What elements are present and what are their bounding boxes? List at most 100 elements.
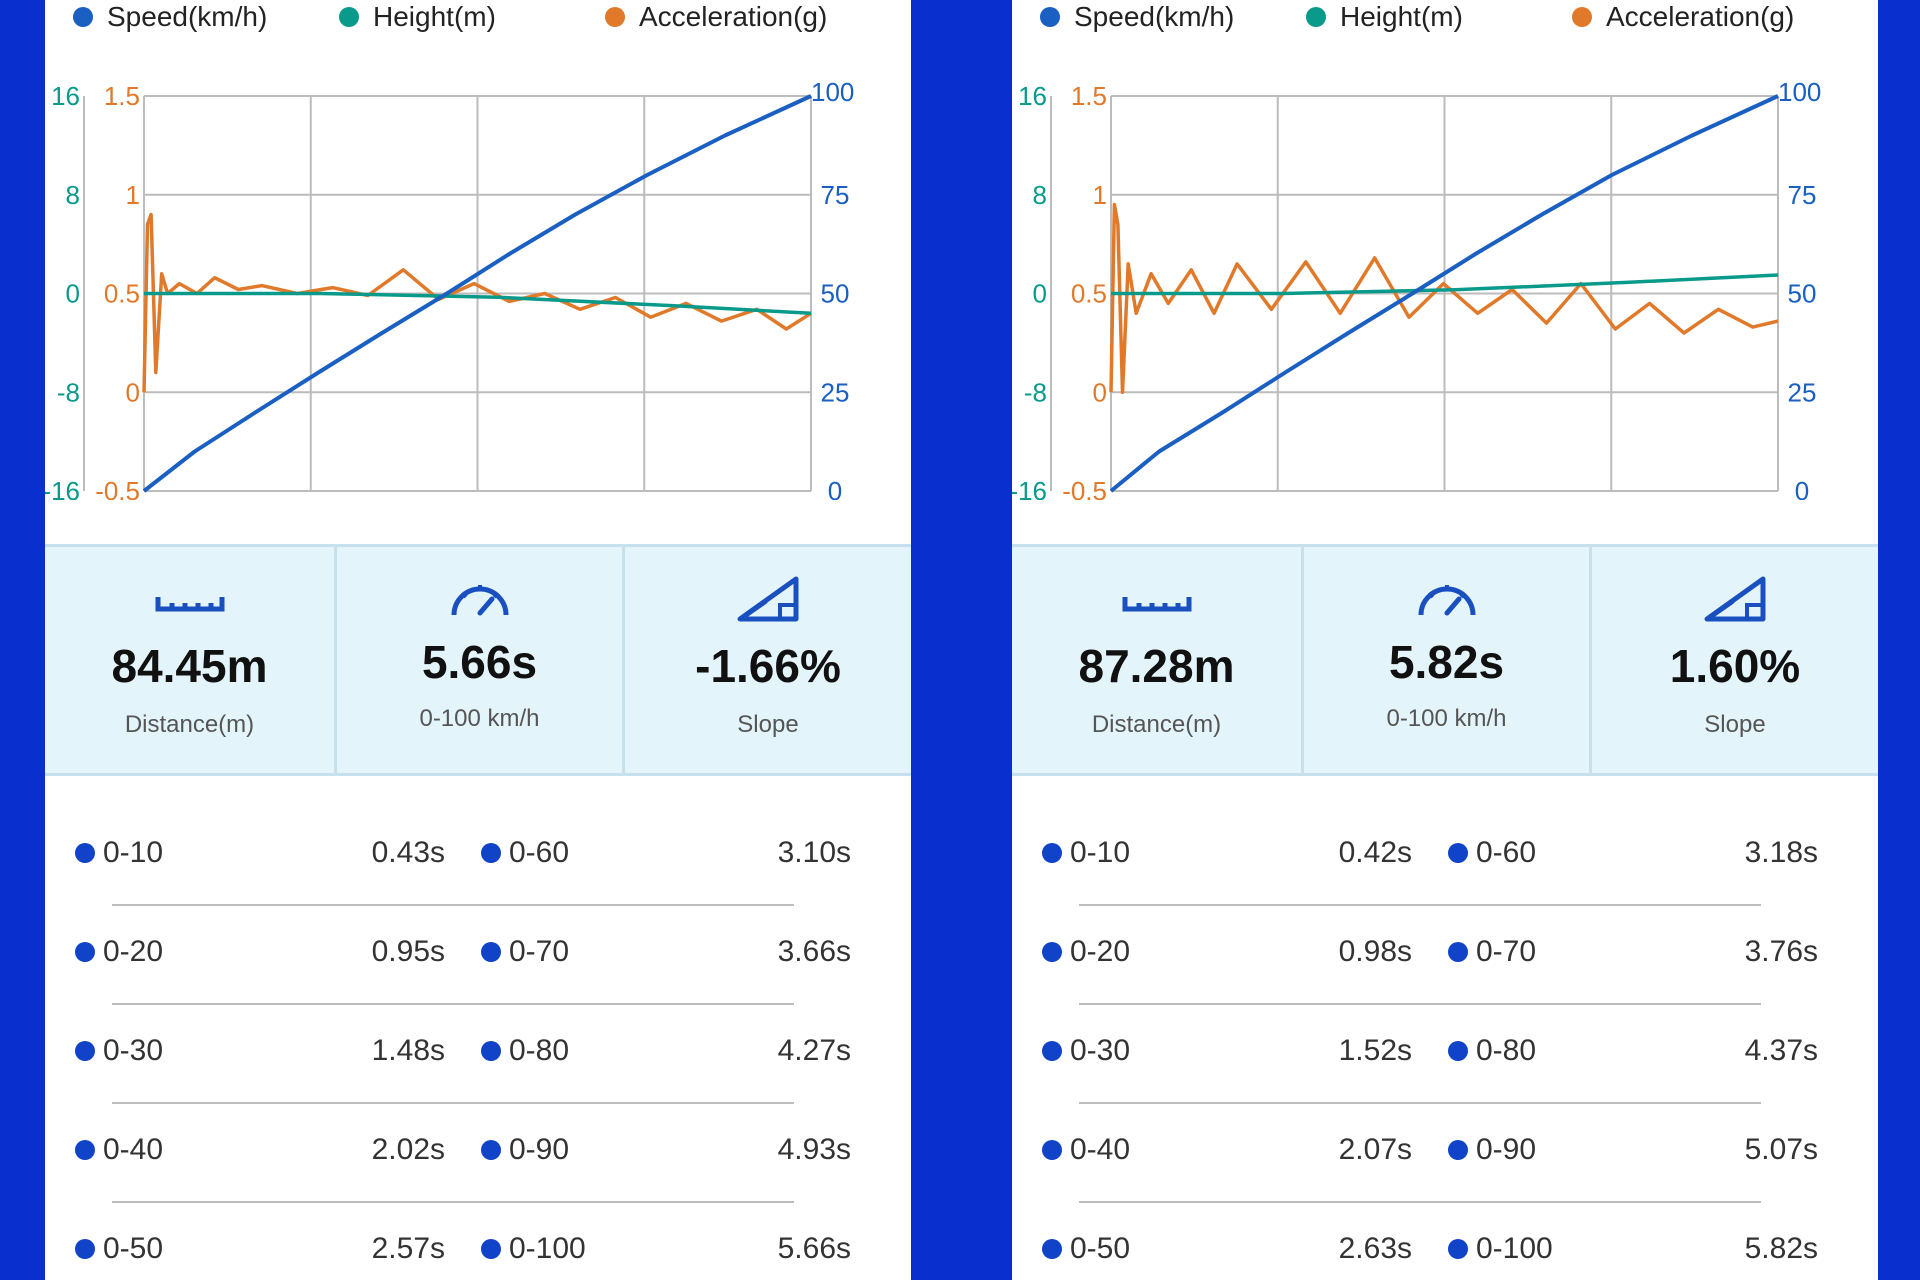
stats-bar: 87.28m Distance(m) 5.82s 0-100 km/h 1.60% Slo… [1012, 544, 1878, 776]
split-range-label: 0-80 [1476, 1034, 1537, 1067]
bullet-dot-icon [75, 1140, 95, 1160]
split-time: 5.82s [1744, 1232, 1818, 1265]
stat-distance-value: 84.45m [111, 640, 268, 692]
split-time: 3.66s [777, 935, 851, 968]
split-range: 0-70 [1448, 935, 1536, 969]
speed-tick-label: 75 [1788, 180, 1817, 210]
stat-time-label: 0-100 km/h [1386, 705, 1507, 732]
split-time: 0.42s [1338, 836, 1412, 869]
speed-tick-label: 25 [1788, 377, 1817, 407]
acceleration-tick-label: 1.5 [104, 81, 140, 111]
split-time: 0.95s [371, 935, 445, 968]
split-range: 0-100 [481, 1232, 586, 1266]
split-row: 0-40 2.02s 0-90 4.93s [45, 1097, 911, 1203]
speed-tick-label: 100 [1778, 77, 1821, 107]
split-range: 0-50 [75, 1232, 163, 1266]
bullet-dot-icon [1042, 1239, 1062, 1259]
split-range-label: 0-30 [103, 1034, 164, 1067]
acceleration-tick-label: 0.5 [104, 279, 140, 309]
stats-divider [334, 547, 337, 773]
height-series-line [144, 291, 812, 316]
stat-slope: 1.60% Slope [1592, 547, 1878, 773]
split-time: 3.76s [1744, 935, 1818, 968]
stat-distance-label: Distance(m) [1091, 711, 1222, 738]
row-divider [1079, 904, 1761, 906]
legend-speed-label: Speed(km/h) [1074, 1, 1235, 32]
height-tick-label: 0 [66, 279, 80, 309]
bullet-dot-icon [75, 1239, 95, 1259]
speed-tick-label: 50 [821, 279, 850, 309]
height-tick-label: -8 [57, 377, 80, 407]
stat-time: 5.82s 0-100 km/h [1304, 547, 1589, 773]
stat-slope-label: Slope [737, 711, 799, 738]
row-divider [1079, 1003, 1761, 1005]
speed-series-line [142, 94, 812, 493]
height-tick-label: 16 [51, 81, 80, 111]
legend-speed-label: Speed(km/h) [107, 1, 268, 32]
split-range-label: 0-90 [1476, 1133, 1537, 1166]
bullet-dot-icon [1448, 843, 1468, 863]
stats-divider [1301, 547, 1304, 773]
acceleration-series-line [1109, 202, 1779, 395]
row-divider [112, 1003, 794, 1005]
speed-tick-label: 0 [1795, 476, 1809, 500]
bullet-dot-icon [1448, 1140, 1468, 1160]
split-range-label: 0-20 [1070, 935, 1131, 968]
stat-time-value: 5.82s [1388, 636, 1505, 688]
split-row: 0-30 1.48s 0-80 4.27s [45, 998, 911, 1104]
split-row: 0-40 2.07s 0-90 5.07s [1012, 1097, 1878, 1203]
stats-divider [1589, 547, 1592, 773]
split-time: 2.63s [1338, 1232, 1412, 1265]
stat-time-value: 5.66s [421, 636, 538, 688]
split-range: 0-20 [75, 935, 163, 969]
split-time: 0.98s [1338, 935, 1412, 968]
stat-distance-value: 87.28m [1078, 640, 1235, 692]
bullet-dot-icon [481, 1239, 501, 1259]
acceleration-tick-label: 0.5 [1071, 279, 1107, 309]
row-divider [112, 904, 794, 906]
legend-acceleration-label: Acceleration(g) [639, 1, 828, 32]
speed-tick-label: 75 [821, 180, 850, 210]
split-range-label: 0-60 [509, 836, 570, 869]
slope-icon [1699, 575, 1771, 628]
bullet-dot-icon [481, 942, 501, 962]
speedometer-icon [444, 575, 516, 628]
accel-legend-dot-icon [605, 7, 625, 27]
split-range: 0-40 [75, 1133, 163, 1167]
bullet-dot-icon [75, 942, 95, 962]
height-tick-label: -16 [1012, 476, 1047, 500]
legend-height: Height(m) [1306, 0, 1463, 34]
height-legend-dot-icon [339, 7, 359, 27]
row-divider [112, 1201, 794, 1203]
speed-tick-label: 100 [811, 77, 854, 107]
split-time: 1.48s [371, 1034, 445, 1067]
height-tick-label: -16 [45, 476, 80, 500]
acceleration-tick-label: 0 [1093, 377, 1107, 407]
height-series-line [1111, 273, 1779, 296]
split-time: 4.27s [777, 1034, 851, 1067]
chart-legend: Speed(km/h) Height(m) Acceleration(g) [45, 0, 911, 34]
legend-height-label: Height(m) [373, 1, 496, 32]
speed-tick-label: 25 [821, 377, 850, 407]
split-time: 3.10s [777, 836, 851, 869]
split-range: 0-30 [75, 1034, 163, 1068]
line-chart: 16 1.5 100 8 1 75 0 0.5 50 -8 0 25 -16 -0.5 0 [1012, 77, 1821, 500]
bullet-dot-icon [481, 843, 501, 863]
split-time: 1.52s [1338, 1034, 1412, 1067]
legend-height-label: Height(m) [1340, 1, 1463, 32]
acceleration-tick-label: 1.5 [1071, 81, 1107, 111]
slope-icon [732, 575, 804, 628]
result-panel-right: Speed(km/h) Height(m) Acceleration(g) 16 1.5… [1012, 0, 1878, 1280]
row-divider [1079, 1201, 1761, 1203]
acceleration-tick-label: -0.5 [95, 476, 140, 500]
bullet-dot-icon [1042, 942, 1062, 962]
result-panel-left: Speed(km/h) Height(m) Acceleration(g) 16 1.5… [45, 0, 911, 1280]
split-range: 0-60 [1448, 836, 1536, 870]
split-range-label: 0-50 [1070, 1232, 1131, 1265]
split-row: 0-30 1.52s 0-80 4.37s [1012, 998, 1878, 1104]
stat-slope-value: 1.60% [1669, 640, 1801, 692]
split-time: 2.57s [371, 1232, 445, 1265]
split-range: 0-70 [481, 935, 569, 969]
stat-distance: 87.28m Distance(m) [1012, 547, 1301, 773]
split-time: 2.02s [371, 1133, 445, 1166]
